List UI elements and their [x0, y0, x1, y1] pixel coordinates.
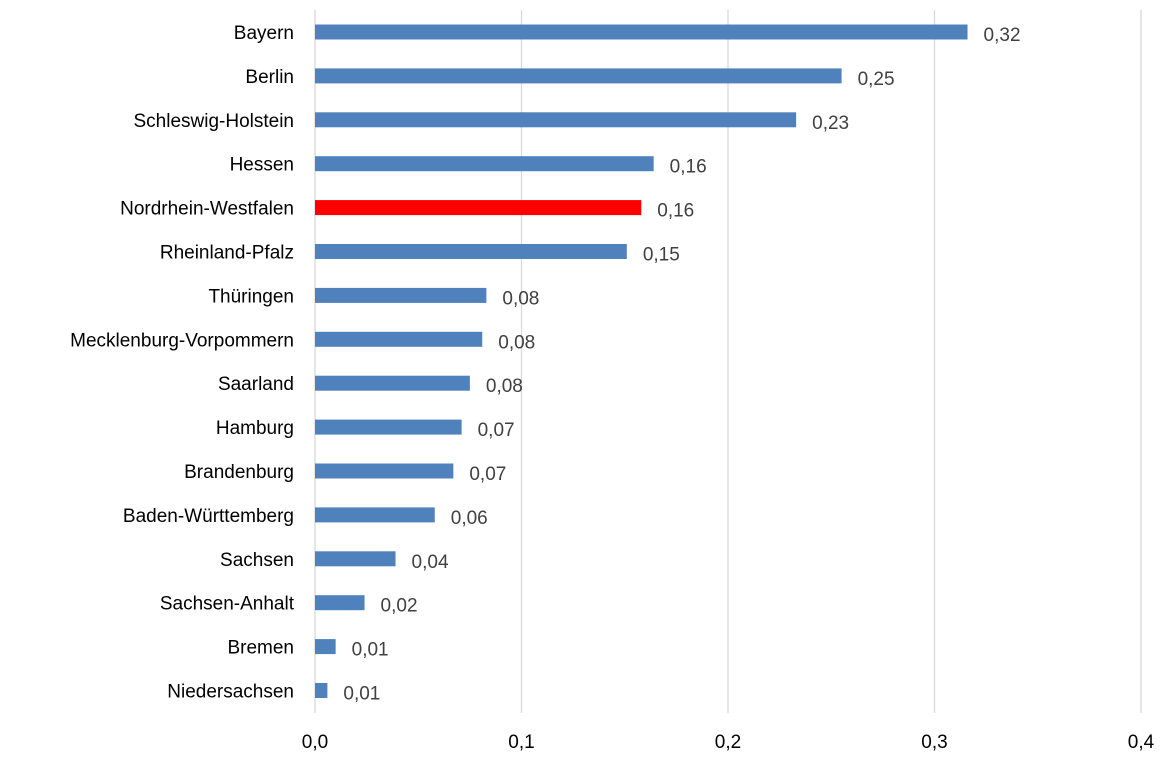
- bar: [315, 463, 454, 479]
- category-label: Brandenburg: [184, 462, 294, 483]
- bar: [315, 419, 462, 435]
- category-label: Sachsen: [220, 550, 294, 571]
- data-label: 0,16: [670, 157, 707, 178]
- x-tick-label: 0,3: [921, 732, 947, 753]
- bar: [315, 24, 968, 40]
- category-label: Nordrhein-Westfalen: [120, 199, 294, 220]
- data-label: 0,07: [469, 464, 506, 485]
- category-label: Saarland: [218, 374, 294, 395]
- value-labels: 0,32 0,25 0,23 0,16 0,16 0,15 0,08 0,08 0,08 0,07…: [343, 25, 1020, 705]
- bar: [315, 639, 336, 655]
- category-labels: Bayern Berlin Schleswig-Holstein Hessen Nord…: [70, 23, 295, 703]
- data-label: 0,04: [412, 552, 449, 573]
- bar: [315, 683, 328, 698]
- bar-layer: [315, 24, 968, 698]
- data-label: 0,16: [657, 201, 694, 222]
- category-label: Berlin: [245, 67, 294, 88]
- bar: [315, 507, 435, 523]
- bar: [315, 244, 627, 259]
- x-tick-label: 0,2: [715, 732, 741, 753]
- bar: [315, 551, 396, 567]
- data-label: 0,25: [858, 69, 895, 90]
- x-tick-label: 0,1: [508, 732, 534, 753]
- bar: [315, 112, 797, 128]
- x-tick-label: 0,0: [302, 732, 328, 753]
- x-axis-ticks: 0,0 0,1 0,2 0,3 0,4: [302, 732, 1155, 753]
- bar: [315, 595, 365, 611]
- category-label: Schleswig-Holstein: [133, 111, 294, 132]
- data-label: 0,23: [812, 113, 849, 134]
- bar: [315, 200, 642, 216]
- bar: [315, 331, 483, 347]
- category-label: Hamburg: [216, 418, 294, 439]
- category-label: Mecklenburg-Vorpommern: [70, 330, 294, 351]
- x-tick-label: 0,4: [1128, 732, 1155, 753]
- data-label: 0,08: [502, 288, 539, 309]
- data-label: 0,32: [984, 25, 1021, 46]
- category-label: Rheinland-Pfalz: [160, 243, 294, 264]
- category-label: Bremen: [227, 638, 294, 659]
- category-label: Bayern: [234, 23, 294, 44]
- data-label: 0,02: [381, 596, 418, 617]
- bar: [315, 375, 470, 391]
- bar: [315, 68, 842, 84]
- data-label: 0,01: [352, 640, 389, 661]
- data-label: 0,06: [451, 508, 488, 529]
- category-label: Niedersachsen: [167, 682, 294, 703]
- data-label: 0,08: [486, 376, 523, 397]
- data-label: 0,01: [343, 684, 380, 705]
- data-label: 0,07: [478, 420, 515, 441]
- category-label: Baden-Württemberg: [123, 506, 294, 527]
- category-label: Sachsen-Anhalt: [160, 594, 295, 615]
- bar: [315, 287, 487, 303]
- category-label: Hessen: [230, 155, 294, 176]
- data-label: 0,08: [498, 332, 535, 353]
- category-label: Thüringen: [208, 286, 294, 307]
- data-label: 0,15: [643, 245, 680, 266]
- bar: [315, 156, 654, 172]
